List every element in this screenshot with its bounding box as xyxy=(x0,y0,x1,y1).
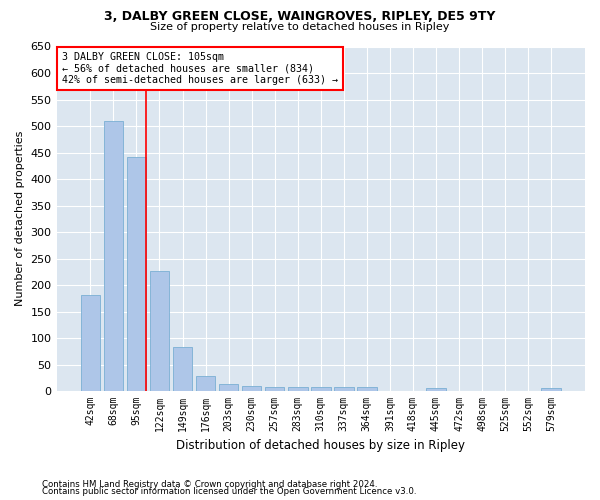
Bar xyxy=(127,158,146,391)
Bar xyxy=(104,121,123,391)
Bar xyxy=(334,388,353,391)
Bar xyxy=(426,388,446,391)
Bar xyxy=(265,388,284,391)
Bar xyxy=(149,270,169,391)
Text: Contains public sector information licensed under the Open Government Licence v3: Contains public sector information licen… xyxy=(42,487,416,496)
Bar xyxy=(196,376,215,391)
Bar xyxy=(173,346,193,391)
Bar xyxy=(80,295,100,391)
Bar xyxy=(541,388,561,391)
Text: 3, DALBY GREEN CLOSE, WAINGROVES, RIPLEY, DE5 9TY: 3, DALBY GREEN CLOSE, WAINGROVES, RIPLEY… xyxy=(104,10,496,23)
Y-axis label: Number of detached properties: Number of detached properties xyxy=(15,131,25,306)
Text: 3 DALBY GREEN CLOSE: 105sqm
← 56% of detached houses are smaller (834)
42% of se: 3 DALBY GREEN CLOSE: 105sqm ← 56% of det… xyxy=(62,52,338,85)
Text: Size of property relative to detached houses in Ripley: Size of property relative to detached ho… xyxy=(151,22,449,32)
Text: Contains HM Land Registry data © Crown copyright and database right 2024.: Contains HM Land Registry data © Crown c… xyxy=(42,480,377,489)
Bar xyxy=(288,388,308,391)
X-axis label: Distribution of detached houses by size in Ripley: Distribution of detached houses by size … xyxy=(176,440,465,452)
Bar xyxy=(242,386,262,391)
Bar xyxy=(311,388,331,391)
Bar xyxy=(219,384,238,391)
Bar xyxy=(357,387,377,391)
